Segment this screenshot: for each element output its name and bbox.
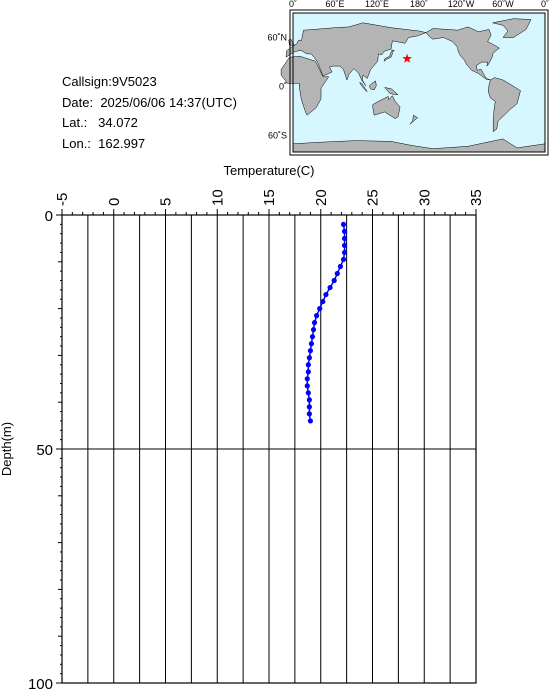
date-row: Date: 2025/06/06 14:37(UTC) [62, 93, 237, 114]
data-point [340, 256, 347, 263]
data-point [331, 277, 337, 284]
data-point [309, 334, 316, 340]
y-axis-title: Depth(m) [0, 422, 14, 476]
land-borneo [368, 80, 377, 91]
callsign-value: 9V5023 [111, 74, 157, 89]
x-tick-label: 20 [313, 189, 330, 206]
map-lon-label: 0˚ [541, 0, 549, 9]
data-point [341, 228, 348, 234]
data-point [305, 369, 311, 375]
x-tick-label: 0 [106, 198, 123, 206]
lat-label: Lat.: [62, 115, 88, 130]
location-map: 0˚ 60˚E 120˚E 180˚ 120˚W 60˚W 0˚ 60˚N 0˚ 60˚S [267, 0, 549, 156]
data-point [337, 263, 344, 270]
map-lat-label: 60˚N [267, 33, 287, 43]
lat-value: 34.072 [98, 115, 138, 130]
map-lat-label: 60˚S [268, 131, 287, 141]
x-tick-label: 35 [468, 189, 485, 206]
data-point [323, 291, 329, 298]
data-point [304, 383, 310, 389]
lon-row: Lon.: 162.997 [62, 134, 237, 155]
callsign-row: Callsign:9V5023 [62, 72, 237, 93]
map-lon-label: 60˚W [492, 0, 514, 9]
date-value: 2025/06/06 14:37(UTC) [100, 94, 237, 110]
map-outer-frame [289, 9, 549, 156]
data-point [341, 235, 348, 241]
lon-label: Lon.: [62, 135, 91, 151]
land-japan [383, 49, 396, 62]
data-point [320, 298, 326, 305]
map-lon-label: 60˚E [325, 0, 344, 9]
map-lon-label: 180˚ [410, 0, 428, 9]
lat-row: Lat.: 34.072 [62, 113, 237, 134]
lon-value: 162.997 [98, 135, 146, 151]
land-sumatra [358, 81, 368, 92]
land-australia [372, 95, 401, 119]
y-tick-label: 100 [28, 676, 53, 690]
data-point [306, 404, 312, 410]
station-marker-icon [402, 53, 412, 63]
land-north-america [425, 26, 500, 81]
data-point [317, 306, 323, 312]
data-point [306, 397, 312, 403]
land-eurasia [285, 22, 427, 86]
data-point [306, 411, 312, 417]
x-tick-label: 15 [261, 189, 278, 206]
x-tick-label: -5 [54, 193, 71, 206]
data-point [341, 242, 348, 249]
x-tick-label: 5 [158, 198, 175, 206]
date-label: Date: [62, 94, 94, 110]
land-south-america [488, 77, 521, 133]
data-point [314, 313, 320, 319]
land-new-guinea [384, 86, 399, 96]
data-point [305, 390, 311, 396]
data-point [341, 249, 348, 256]
x-tick-label: 25 [365, 189, 382, 206]
data-point [340, 221, 347, 227]
x-tick-label: 10 [209, 189, 226, 206]
data-point [311, 320, 318, 326]
y-tick-label: 50 [36, 442, 53, 459]
x-tick-label: 30 [416, 189, 433, 206]
data-point [307, 348, 313, 354]
map-lat-label: 0˚ [279, 82, 287, 92]
data-point [334, 270, 340, 277]
data-point [307, 418, 313, 424]
data-point [327, 284, 333, 291]
land-new-zealand [409, 114, 419, 125]
map-lon-label: 0˚ [289, 0, 297, 9]
data-point [308, 341, 315, 347]
data-point [305, 362, 311, 368]
data-point [310, 327, 317, 333]
station-info: Callsign:9V5023 Date: 2025/06/06 14:37(U… [62, 72, 237, 154]
data-point [304, 376, 310, 382]
x-axis-title: Temperature(C) [223, 163, 314, 178]
land-greenland [492, 18, 532, 38]
map-frame [292, 12, 546, 153]
map-lon-label: 120˚W [448, 0, 475, 9]
data-point [306, 355, 312, 361]
callsign-label: Callsign: [62, 74, 112, 89]
map-lon-label: 120˚E [365, 0, 389, 9]
y-tick-label: 0 [45, 208, 53, 225]
